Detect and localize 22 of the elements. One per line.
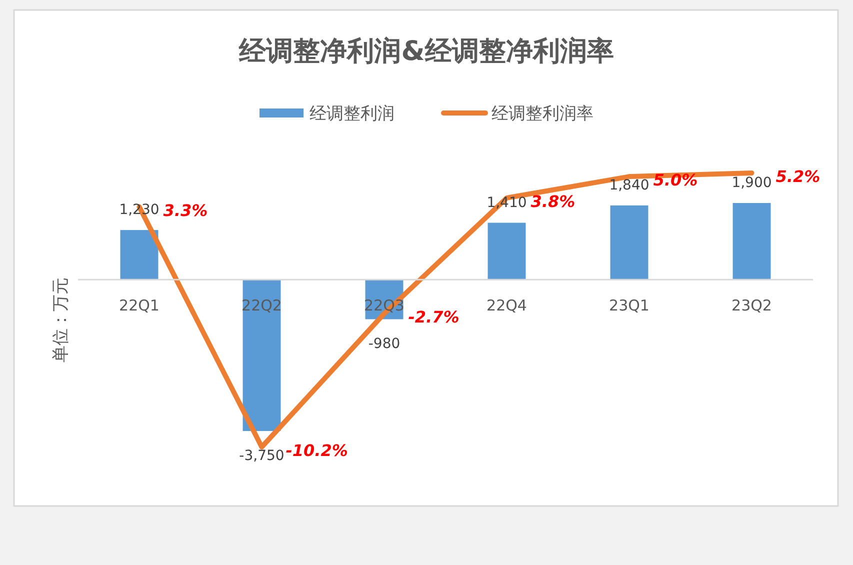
data-label: 5.2%	[776, 167, 820, 186]
legend-label: 经调整利润	[310, 104, 394, 124]
data-label: -10.2%	[286, 441, 348, 460]
data-label: 1,900	[732, 175, 772, 191]
data-label: -2.7%	[408, 308, 460, 327]
data-label: -980	[368, 336, 400, 352]
bar	[732, 203, 771, 280]
bar	[120, 230, 158, 280]
bar	[610, 205, 648, 280]
data-label: 3.8%	[530, 192, 576, 211]
y-axis-title: 单位：万元	[51, 278, 71, 362]
data-label: 1,840	[609, 177, 650, 194]
data-label: 3.3%	[163, 200, 208, 220]
legend-label: 经调整利润率	[492, 104, 594, 124]
bar	[488, 222, 526, 280]
chart-title: 经调整净利润&经调整净利润率	[238, 36, 614, 67]
x-tick-label: 22Q1	[119, 296, 160, 315]
x-tick-label: 22Q4	[486, 296, 527, 315]
x-tick-label: 23Q2	[732, 296, 772, 315]
x-tick-label: 23Q1	[609, 296, 650, 315]
bar	[242, 280, 281, 431]
data-label: -3,750	[239, 448, 284, 464]
